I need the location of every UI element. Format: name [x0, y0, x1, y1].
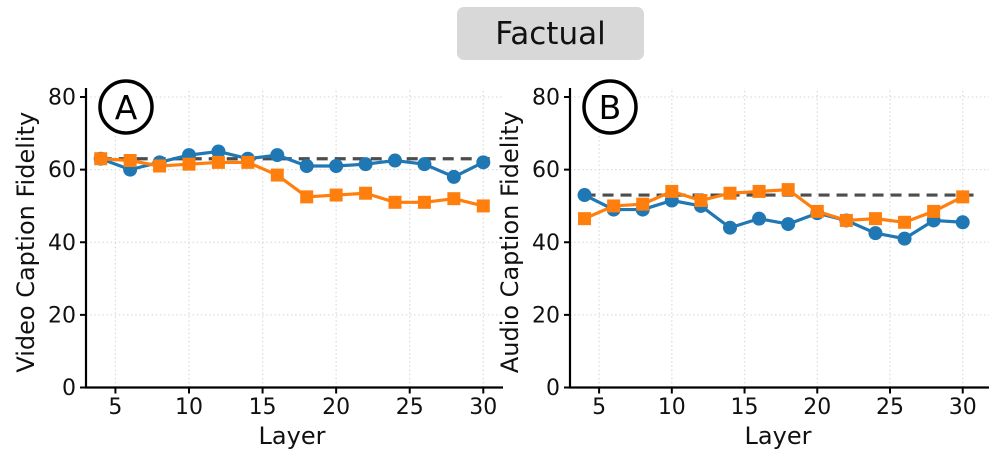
- data-point-square: [839, 213, 853, 227]
- x-tick-label-20: 20: [322, 395, 350, 420]
- data-point-square: [665, 184, 679, 198]
- x-tick-label-10: 10: [658, 395, 686, 420]
- data-point-square: [868, 212, 882, 226]
- data-point-square: [752, 184, 766, 198]
- data-point-square: [447, 192, 461, 206]
- x-tick-label-25: 25: [396, 395, 424, 420]
- data-point-circle: [299, 158, 314, 173]
- data-point-circle: [955, 215, 970, 230]
- data-point-square: [578, 212, 592, 226]
- y-tick-label-80: 80: [48, 86, 76, 111]
- data-point-circle: [270, 148, 285, 163]
- data-point-square: [810, 204, 824, 218]
- data-point-square: [153, 159, 167, 173]
- data-point-square: [94, 152, 108, 166]
- data-point-circle: [211, 144, 226, 159]
- data-point-square: [476, 199, 490, 213]
- data-point-square: [241, 155, 255, 169]
- x-tick-label-10: 10: [175, 395, 203, 420]
- x-tick-label-5: 5: [592, 395, 606, 420]
- data-point-circle: [417, 157, 432, 172]
- data-point-circle: [868, 226, 883, 241]
- y-tick-label-60: 60: [532, 158, 560, 183]
- data-point-circle: [358, 157, 373, 172]
- panel-a: 5 10 15 20 25 30 0 20 40 60 80 Layer Video Caption F…: [12, 79, 503, 450]
- data-point-circle: [781, 217, 796, 232]
- data-point-square: [329, 188, 343, 202]
- y-axis-label: Audio Caption Fidelity: [496, 111, 524, 373]
- y-tick-label-0: 0: [62, 376, 76, 401]
- x-axis-label: Layer: [745, 422, 812, 450]
- data-point-square: [123, 154, 137, 168]
- data-point-circle: [897, 231, 912, 246]
- data-point-square: [182, 157, 196, 171]
- x-tick-label-30: 30: [469, 395, 497, 420]
- y-tick-label-40: 40: [48, 231, 76, 256]
- data-point-square: [694, 193, 708, 207]
- x-tick-label-25: 25: [876, 395, 904, 420]
- data-point-square: [388, 195, 402, 209]
- y-tick-label-80: 80: [532, 86, 560, 111]
- data-point-circle: [577, 188, 592, 203]
- data-point-circle: [329, 158, 344, 173]
- x-tick-label-30: 30: [949, 395, 977, 420]
- panel-a-badge-label: A: [115, 88, 138, 127]
- data-point-square: [300, 190, 314, 204]
- data-point-circle: [388, 153, 402, 168]
- figure-title-badge: Factual: [457, 7, 644, 60]
- data-point-square: [417, 195, 431, 209]
- x-tick-label-15: 15: [249, 395, 277, 420]
- x-tick-label-5: 5: [108, 395, 122, 420]
- y-tick-label-20: 20: [532, 303, 560, 328]
- x-axis-label: Layer: [259, 422, 326, 450]
- y-tick-label-60: 60: [48, 158, 76, 183]
- x-tick-label-15: 15: [731, 395, 759, 420]
- data-point-square: [359, 186, 373, 200]
- panel-a-badge-circle: [98, 79, 154, 135]
- data-point-square: [927, 204, 941, 218]
- y-tick-label-20: 20: [48, 303, 76, 328]
- y-axis-label: Video Caption Fidelity: [12, 112, 40, 373]
- data-point-square: [607, 199, 621, 213]
- data-point-square: [270, 168, 284, 182]
- panel-b-badge-circle: [582, 79, 638, 135]
- figure-title: Factual: [495, 15, 606, 52]
- data-point-circle: [446, 169, 461, 184]
- data-point-square: [636, 197, 650, 211]
- y-tick-label-40: 40: [532, 231, 560, 256]
- data-point-square: [781, 183, 795, 197]
- panel-b: 5 10 15 20 25 30 0 20 40 60 80 Layer Audio Caption F…: [496, 79, 989, 450]
- data-point-square: [898, 215, 912, 229]
- x-tick-label-20: 20: [803, 395, 831, 420]
- data-point-circle: [723, 220, 737, 235]
- data-point-square: [956, 190, 970, 204]
- data-point-square: [211, 155, 225, 169]
- data-point-circle: [752, 211, 767, 226]
- data-point-square: [723, 186, 737, 200]
- data-point-circle: [476, 155, 491, 170]
- y-tick-label-0: 0: [546, 376, 560, 401]
- panel-b-badge-label: B: [599, 88, 622, 127]
- panel-a-orange-square-series-markers: [94, 152, 490, 213]
- panel-b-orange-square-series-markers: [578, 183, 970, 229]
